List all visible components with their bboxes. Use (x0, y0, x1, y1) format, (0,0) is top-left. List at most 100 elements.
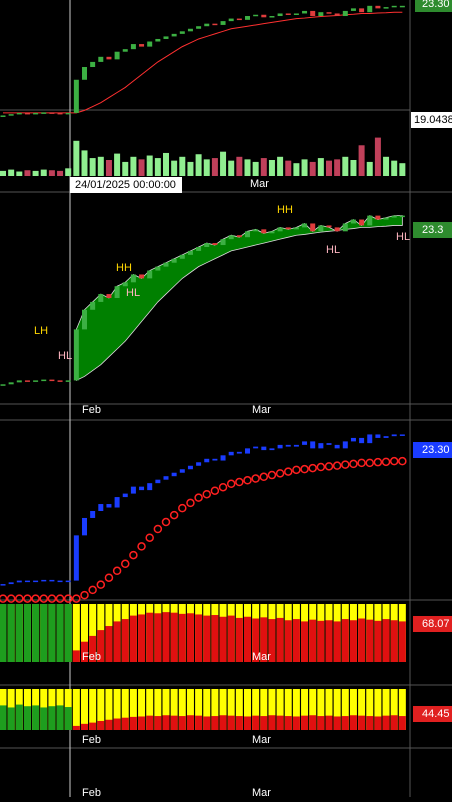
candle (179, 31, 185, 34)
candle (65, 112, 71, 115)
osc-red (121, 717, 129, 730)
candle (179, 469, 185, 473)
osc-red (211, 615, 219, 662)
candle (391, 5, 397, 8)
volume-bar (350, 160, 357, 176)
trail-dot (381, 457, 391, 467)
trail-dot (389, 456, 399, 466)
osc-green (32, 604, 40, 662)
osc-red (203, 615, 211, 662)
osc-green (32, 705, 40, 730)
osc-red (390, 715, 398, 730)
candle (350, 219, 356, 224)
osc-red (170, 715, 178, 730)
candle (277, 227, 283, 232)
osc-red (333, 716, 341, 730)
osc-red (374, 620, 382, 662)
candle (0, 584, 6, 586)
trail-dot (161, 517, 171, 527)
volume-bar (203, 159, 210, 176)
price-box (415, 0, 452, 12)
candle (253, 446, 259, 449)
osc-green (40, 604, 48, 662)
month-label: Mar (252, 404, 271, 416)
trail-dot (243, 476, 252, 485)
volume-bar (358, 145, 365, 176)
candle (33, 112, 39, 115)
candle (318, 225, 324, 232)
candle (65, 580, 71, 583)
candle (375, 215, 381, 220)
osc-red (366, 619, 374, 662)
osc-label: 44.45 (422, 708, 450, 720)
volume-bar (114, 153, 121, 176)
osc-red (317, 716, 325, 730)
osc-green (0, 604, 7, 662)
trail-dot (218, 482, 228, 492)
osc-red (178, 613, 186, 662)
candle (269, 16, 275, 18)
candle (236, 18, 242, 21)
candle (326, 12, 332, 14)
osc-red (170, 612, 178, 662)
osc-red (227, 715, 235, 730)
osc-bg (162, 689, 170, 730)
osc-bg (203, 689, 211, 730)
candle (24, 112, 30, 115)
candle (383, 7, 389, 9)
candle (187, 28, 193, 32)
candle (212, 243, 218, 246)
candle (179, 254, 185, 259)
osc-red (398, 621, 406, 662)
candle (310, 441, 316, 449)
osc-bg (121, 689, 129, 730)
osc-red (398, 716, 406, 730)
osc-bg (382, 689, 390, 730)
osc-bg (81, 604, 88, 662)
volume-bar (309, 161, 316, 176)
osc-red (252, 618, 260, 662)
osc-bg (178, 689, 186, 730)
volume-bar (366, 161, 373, 176)
annotation: LH (34, 325, 48, 337)
osc-red (129, 615, 137, 662)
osc-red (252, 715, 260, 730)
candle (130, 274, 136, 283)
osc-bg (284, 689, 292, 730)
trail-dot (251, 474, 260, 483)
candle (228, 451, 234, 456)
trail-dot (300, 464, 309, 474)
candle (399, 215, 405, 218)
candle (285, 227, 291, 230)
volume-bar (73, 140, 80, 176)
volume-bar (163, 152, 169, 176)
candle (228, 18, 234, 22)
candle (163, 36, 169, 39)
trail-dot (72, 594, 81, 603)
osc-red (97, 630, 105, 662)
osc-bg (276, 689, 284, 730)
trail-dot (55, 594, 65, 603)
osc-red (219, 715, 227, 730)
osc-green (40, 707, 48, 730)
trail-dot (186, 498, 195, 508)
osc-green (7, 604, 15, 662)
annotation: HH (277, 204, 293, 216)
osc-green (0, 705, 7, 730)
volume-bar (252, 161, 259, 176)
volume-bar (317, 158, 324, 176)
osc-red (89, 635, 97, 662)
month-label: Mar (252, 734, 271, 746)
candle (245, 16, 250, 20)
volume-bar (57, 170, 64, 176)
osc-bg (341, 689, 349, 730)
candle (163, 262, 169, 267)
candle (106, 56, 112, 60)
volume-bar (32, 170, 39, 176)
osc-bg (349, 689, 357, 730)
osc-red (235, 617, 243, 662)
candle (220, 21, 226, 25)
trail-dot (63, 594, 73, 603)
